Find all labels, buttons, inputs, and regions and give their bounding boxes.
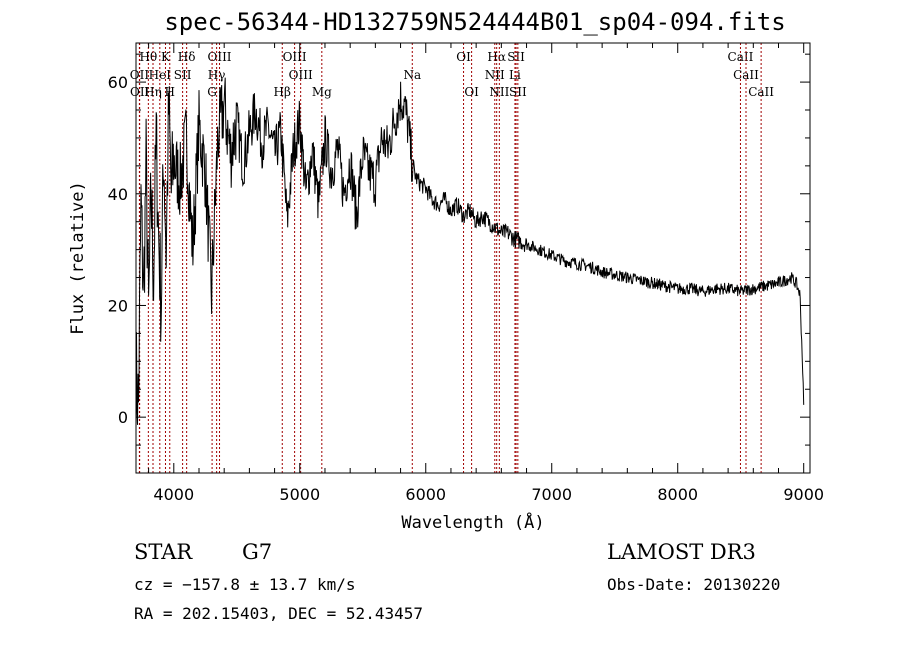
line-marker-label: CaII xyxy=(728,50,754,64)
line-marker-label: Mg xyxy=(312,85,332,99)
line-marker-label: K xyxy=(161,50,171,64)
y-axis-label: Flux (relative) xyxy=(68,181,88,335)
plot-frame xyxy=(135,42,811,474)
line-marker-label: Hη xyxy=(144,85,162,99)
line-marker-label: OI xyxy=(456,50,471,64)
coordinates-readout: RA = 202.15403, DEC = 52.43457 xyxy=(134,604,423,623)
line-marker-label: OII xyxy=(130,85,150,99)
x-tick-label: 4000 xyxy=(153,485,194,504)
x-axis-label: Wavelength (Å) xyxy=(401,511,544,533)
line-marker-label: NII xyxy=(489,85,509,99)
velocity-readout: cz = −157.8 ± 13.7 km/s xyxy=(134,575,356,594)
y-tick-label: 0 xyxy=(118,408,128,427)
line-marker-label: OIII xyxy=(207,50,231,64)
x-tick-label: 6000 xyxy=(405,485,446,504)
spectrum-series xyxy=(135,77,805,429)
line-marker-label: OI xyxy=(464,85,479,99)
line-marker-label: Na xyxy=(403,68,421,82)
line-marker-label: Hδ xyxy=(178,50,196,64)
line-marker-label: Hγ xyxy=(208,68,226,82)
line-marker-label: Hθ xyxy=(139,50,157,64)
observation-date: Obs-Date: 20130220 xyxy=(607,575,781,594)
survey-name: LAMOST DR3 xyxy=(607,540,756,564)
line-marker-label: Hβ xyxy=(274,85,291,99)
y-tick-label: 60 xyxy=(108,73,128,92)
x-tick-label: 7000 xyxy=(531,485,572,504)
line-marker-label: SII xyxy=(509,85,527,99)
object-class: STAR xyxy=(134,540,193,564)
line-marker-label: CaII xyxy=(733,68,759,82)
chart-title: spec-56344-HD132759N524444B01_sp04-094.f… xyxy=(164,8,786,36)
line-marker-label: Hα xyxy=(487,50,506,64)
spectrum-line xyxy=(135,77,805,429)
line-marker-label: SII xyxy=(507,50,525,64)
object-subclass: G7 xyxy=(242,540,273,564)
axis-ticks: 4000 5000 6000 7000 8000 9000 0 20 40 60 xyxy=(108,43,824,504)
line-marker-label: SII xyxy=(174,68,192,82)
line-marker-label: OIII xyxy=(289,68,313,82)
line-marker-label: NII xyxy=(485,68,505,82)
line-marker-label: Li xyxy=(509,68,521,82)
x-tick-label: 9000 xyxy=(783,485,824,504)
y-tick-label: 40 xyxy=(108,185,128,204)
line-marker-label: OIII xyxy=(283,50,307,64)
line-marker-label: G xyxy=(207,85,217,99)
line-marker-label: HeI xyxy=(149,68,172,82)
y-tick-label: 20 xyxy=(108,296,128,315)
x-tick-label: 5000 xyxy=(279,485,320,504)
line-marker-label: CaII xyxy=(748,85,774,99)
x-tick-label: 8000 xyxy=(657,485,698,504)
